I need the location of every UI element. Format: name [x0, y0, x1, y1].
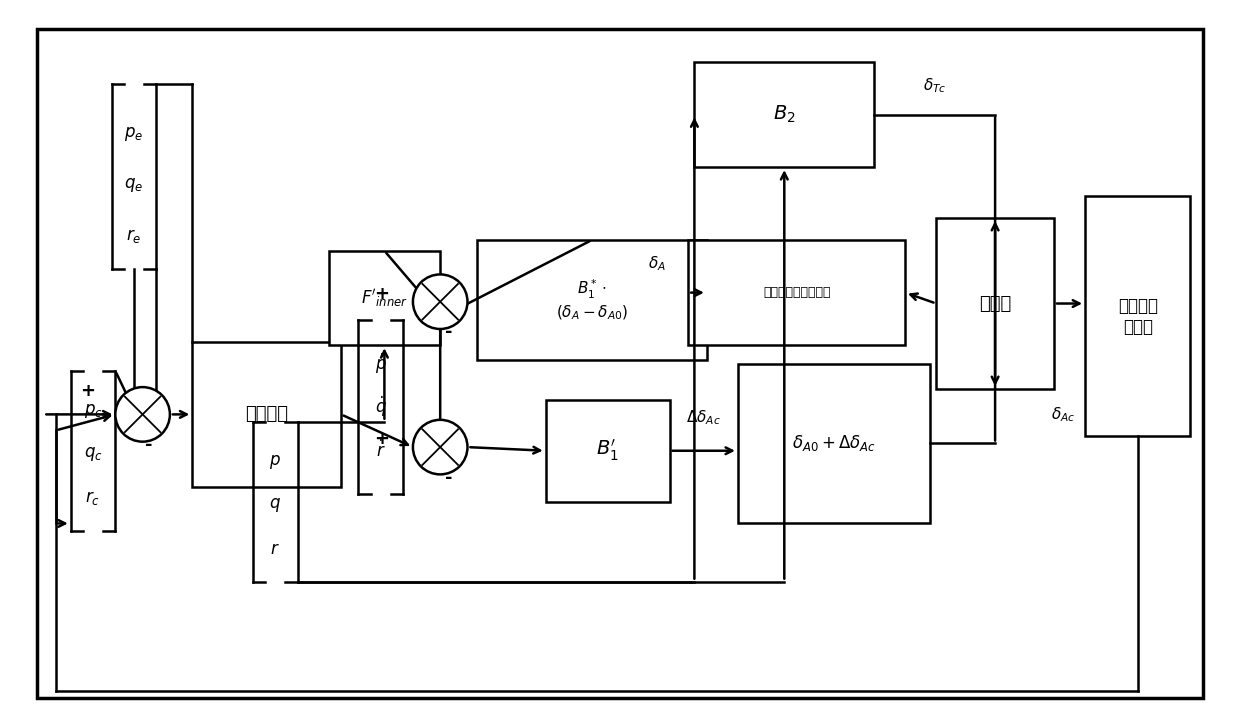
Text: $p_c$: $p_c$ [83, 402, 103, 419]
Text: $q_c$: $q_c$ [83, 446, 103, 463]
Text: $q$: $q$ [269, 497, 281, 514]
Text: $\Delta\delta_{Ac}$: $\Delta\delta_{Ac}$ [686, 409, 722, 427]
Text: 空气动力学控制模型: 空气动力学控制模型 [763, 286, 831, 299]
Text: $q_e$: $q_e$ [124, 177, 144, 194]
Bar [1085, 196, 1190, 436]
Text: $B_2$: $B_2$ [773, 104, 796, 125]
Bar [546, 400, 670, 502]
Text: -: - [445, 324, 453, 341]
Circle shape [413, 274, 467, 329]
Bar [477, 240, 707, 360]
Text: $B_1'$: $B_1'$ [596, 438, 619, 464]
Circle shape [115, 387, 170, 442]
Bar [329, 251, 440, 345]
Text: +: + [374, 430, 389, 448]
Bar [192, 342, 341, 487]
Text: -: - [145, 436, 153, 454]
Text: $p$: $p$ [269, 453, 281, 470]
Text: 控制器: 控制器 [978, 294, 1012, 313]
Text: 飞行器机
身动态: 飞行器机 身动态 [1117, 297, 1158, 336]
Text: +: + [81, 382, 95, 400]
Text: $r_e$: $r_e$ [126, 228, 141, 245]
Bar [688, 240, 905, 345]
Text: $\delta_{Tc}$: $\delta_{Tc}$ [923, 76, 946, 95]
Text: $\dot{p}$: $\dot{p}$ [374, 351, 387, 376]
Text: $\dot{r}$: $\dot{r}$ [376, 440, 386, 462]
Text: 期望动态: 期望动态 [246, 406, 288, 423]
Bar [738, 364, 930, 523]
Circle shape [413, 419, 467, 475]
Text: $p_e$: $p_e$ [124, 126, 144, 143]
Text: $\delta_A$: $\delta_A$ [649, 254, 666, 273]
Text: $F'_{inner}$: $F'_{inner}$ [361, 287, 408, 309]
Text: $r$: $r$ [270, 540, 280, 558]
Text: $B_1^*\cdot$
$(\delta_A-\delta_{A0})$: $B_1^*\cdot$ $(\delta_A-\delta_{A0})$ [556, 278, 629, 322]
Text: $\delta_{Ac}$: $\delta_{Ac}$ [1052, 405, 1075, 424]
Text: $\delta_{A0}+\Delta\delta_{Ac}$: $\delta_{A0}+\Delta\delta_{Ac}$ [792, 433, 875, 454]
Text: $\dot{q}$: $\dot{q}$ [374, 395, 387, 419]
Bar [936, 218, 1054, 389]
Bar [694, 62, 874, 167]
Text: -: - [445, 469, 453, 486]
Text: $r_c$: $r_c$ [86, 489, 100, 507]
Text: +: + [374, 285, 389, 302]
